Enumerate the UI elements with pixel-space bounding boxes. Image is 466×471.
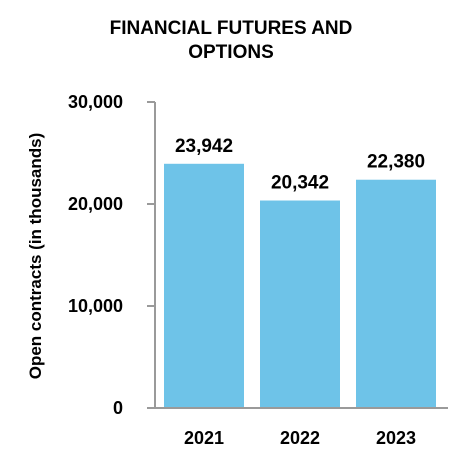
chart-title-line-2: OPTIONS xyxy=(188,42,274,63)
bar-2021 xyxy=(164,163,244,408)
x-tick-label-2022: 2022 xyxy=(280,428,320,448)
data-label-2022: 20,342 xyxy=(271,173,329,194)
bar-2023 xyxy=(356,179,436,408)
y-axis-label: Open contracts (in thousands) xyxy=(26,133,45,380)
data-label-2021: 23,942 xyxy=(175,136,233,157)
chart-title-line-1: FINANCIAL FUTURES AND xyxy=(110,18,353,39)
chart-title: FINANCIAL FUTURES AND OPTIONS xyxy=(110,18,353,63)
bar-2022 xyxy=(260,200,340,408)
x-tick-label-2021: 2021 xyxy=(184,428,224,448)
plot-area: 23,942 2021 20,342 2022 22,380 2023 0 10,000 20,… xyxy=(68,92,448,448)
y-tick-label-30000: 30,000 xyxy=(68,92,123,112)
y-tick-label-20000: 20,000 xyxy=(68,194,123,214)
x-tick-label-2023: 2023 xyxy=(376,428,416,448)
y-tick-label-0: 0 xyxy=(113,398,123,418)
data-label-2023: 22,380 xyxy=(367,152,425,173)
y-tick-label-10000: 10,000 xyxy=(68,296,123,316)
